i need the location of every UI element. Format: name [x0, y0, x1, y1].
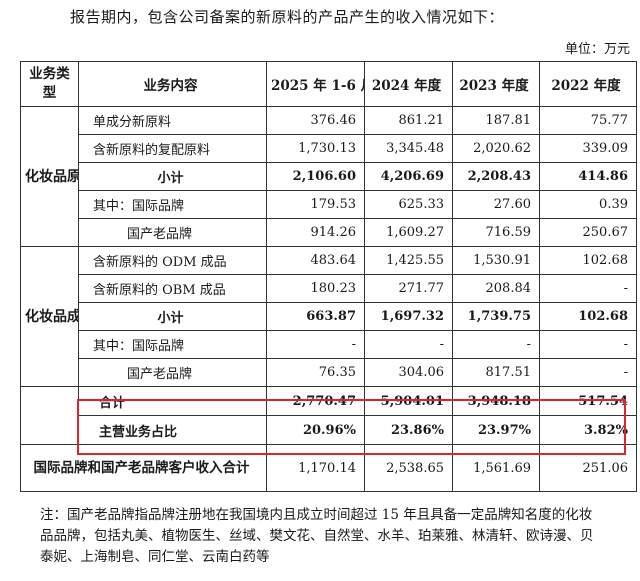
cell-value: 20.96%: [266, 415, 365, 445]
cell-value: 5,904.01: [364, 386, 453, 416]
header-2023: 2023 年度: [452, 61, 540, 107]
row-label: 国产老品牌: [78, 218, 267, 247]
cell-value: 271.77: [364, 274, 453, 303]
cell-value: 1,697.32: [364, 302, 453, 331]
cell-value: 3.82%: [539, 415, 637, 445]
cell-value: 2,538.65: [364, 444, 453, 492]
cell-value: 1,730.13: [266, 134, 365, 163]
cell-value: 304.06: [364, 358, 453, 387]
cell-value: 2,106.60: [266, 162, 365, 191]
cell-value: 339.09: [539, 134, 637, 163]
table-row: 其中：国际品牌 179.53 625.33 27.60 0.39: [21, 190, 637, 219]
cell-value: 625.33: [364, 190, 453, 219]
header-2024: 2024 年度: [364, 61, 453, 107]
cell-value: 1,530.91: [452, 246, 540, 275]
cell-value: 517.54: [539, 386, 637, 416]
cell-value: 376.46: [266, 106, 365, 135]
cell-value: 23.97%: [452, 415, 540, 445]
header-business-content: 业务内容: [78, 61, 267, 107]
cell-value: 187.81: [452, 106, 540, 135]
cell-value: 75.77: [539, 106, 637, 135]
cell-value: -: [364, 330, 453, 359]
subtotal-row: 小计 2,106.60 4,206.69 2,208.43 414.86: [21, 162, 637, 191]
row-label: 其中：国际品牌: [78, 190, 267, 219]
cell-value: 4,206.69: [364, 162, 453, 191]
row-label: 主营业务占比: [78, 415, 267, 445]
subtotal-row: 小计 663.87 1,697.32 1,739.75 102.68: [21, 302, 637, 331]
cell-value: 76.35: [266, 358, 365, 387]
row-label: 国产老品牌: [78, 358, 267, 387]
cell-value: 483.64: [266, 246, 365, 275]
table-row: 化妆品原料 单成分新原料 376.46 861.21 187.81 75.77: [20, 106, 637, 247]
cell-value: 663.87: [266, 302, 365, 331]
cell-value: 179.53: [266, 190, 365, 219]
cell-value: 250.67: [539, 218, 637, 247]
table-row: 国产老品牌 914.26 1,609.27 716.59 250.67: [21, 218, 637, 247]
cell-value: 102.68: [539, 302, 637, 331]
header-business-type: 业务类型: [20, 61, 79, 107]
cell-value: 2,770.47: [266, 386, 365, 416]
cell-value: 914.26: [266, 218, 365, 247]
category-cosmetic-raw: 化妆品原料: [20, 106, 79, 247]
category-cosmetic-product: 化妆品成品: [20, 246, 79, 387]
total-row: 合计 2,770.47 5,904.01 3,948.18 517.54: [20, 386, 637, 445]
cell-value: 2,208.43: [452, 162, 540, 191]
row-label: 其中：国际品牌: [78, 330, 267, 359]
unit-label: 单位：万元: [564, 42, 630, 57]
intro-text: 报告期内，包含公司备案的新原料的产品产生的收入情况如下：: [70, 8, 505, 26]
row-label: 小计: [78, 162, 267, 191]
revenue-table: 业务类型 业务内容 2025 年 1-6 月 2024 年度 2023 年度 2…: [20, 61, 637, 492]
row-label: 含新原料的 OBM 成品: [78, 274, 267, 303]
cell-value: 1,425.55: [364, 246, 453, 275]
table-header-row: 业务类型 业务内容 2025 年 1-6 月 2024 年度 2023 年度 2…: [20, 61, 637, 107]
cell-value: 1,561.69: [452, 444, 540, 492]
brand-customer-total-row: 国际品牌和国产老品牌客户收入合计 1,170.14 2,538.65 1,561…: [20, 444, 637, 492]
cell-value: 3,948.18: [452, 386, 540, 416]
cell-value: 861.21: [364, 106, 453, 135]
cell-value: 817.51: [452, 358, 540, 387]
cell-value: 1,739.75: [452, 302, 540, 331]
cell-value: 1,170.14: [266, 444, 365, 492]
cell-value: 716.59: [452, 218, 540, 247]
table-row: 含新原料的复配原料 1,730.13 3,345.48 2,020.62 339…: [21, 134, 637, 163]
row-label: 单成分新原料: [78, 106, 267, 135]
table-row: 其中：国际品牌 - - - -: [21, 330, 637, 359]
cell-value: 3,345.48: [364, 134, 453, 163]
table-row: 化妆品成品 含新原料的 ODM 成品 483.64 1,425.55 1,530…: [20, 246, 637, 387]
cell-value: 251.06: [539, 444, 637, 492]
cell-value: 2,020.62: [452, 134, 540, 163]
cell-value: 180.23: [266, 274, 365, 303]
cell-value: -: [539, 274, 637, 303]
table-row: 国产老品牌 76.35 304.06 817.51 -: [21, 358, 637, 387]
cell-value: 102.68: [539, 246, 637, 275]
blank-cell: [20, 386, 79, 445]
footnote: 注：国产老品牌指品牌注册地在我国境内且成立时间超过 15 年且具备一定品牌知名度…: [40, 507, 594, 565]
table-row: 含新原料的 OBM 成品 180.23 271.77 208.84 -: [21, 274, 637, 303]
share-row: 主营业务占比 20.96% 23.86% 23.97% 3.82%: [21, 415, 637, 445]
row-label: 含新原料的复配原料: [78, 134, 267, 163]
cell-value: 208.84: [452, 274, 540, 303]
row-label: 合计: [78, 386, 267, 416]
cell-value: -: [266, 330, 365, 359]
header-2025h1: 2025 年 1-6 月: [266, 61, 365, 107]
row-label: 小计: [78, 302, 267, 331]
row-label: 含新原料的 ODM 成品: [78, 246, 267, 275]
cell-value: -: [539, 358, 637, 387]
cell-value: 414.86: [539, 162, 637, 191]
row-label: 国际品牌和国产老品牌客户收入合计: [20, 444, 267, 492]
cell-value: 23.86%: [364, 415, 453, 445]
cell-value: -: [539, 330, 637, 359]
header-2022: 2022 年度: [539, 61, 637, 107]
cell-value: 1,609.27: [364, 218, 453, 247]
cell-value: 0.39: [539, 190, 637, 219]
cell-value: 27.60: [452, 190, 540, 219]
cell-value: -: [452, 330, 540, 359]
